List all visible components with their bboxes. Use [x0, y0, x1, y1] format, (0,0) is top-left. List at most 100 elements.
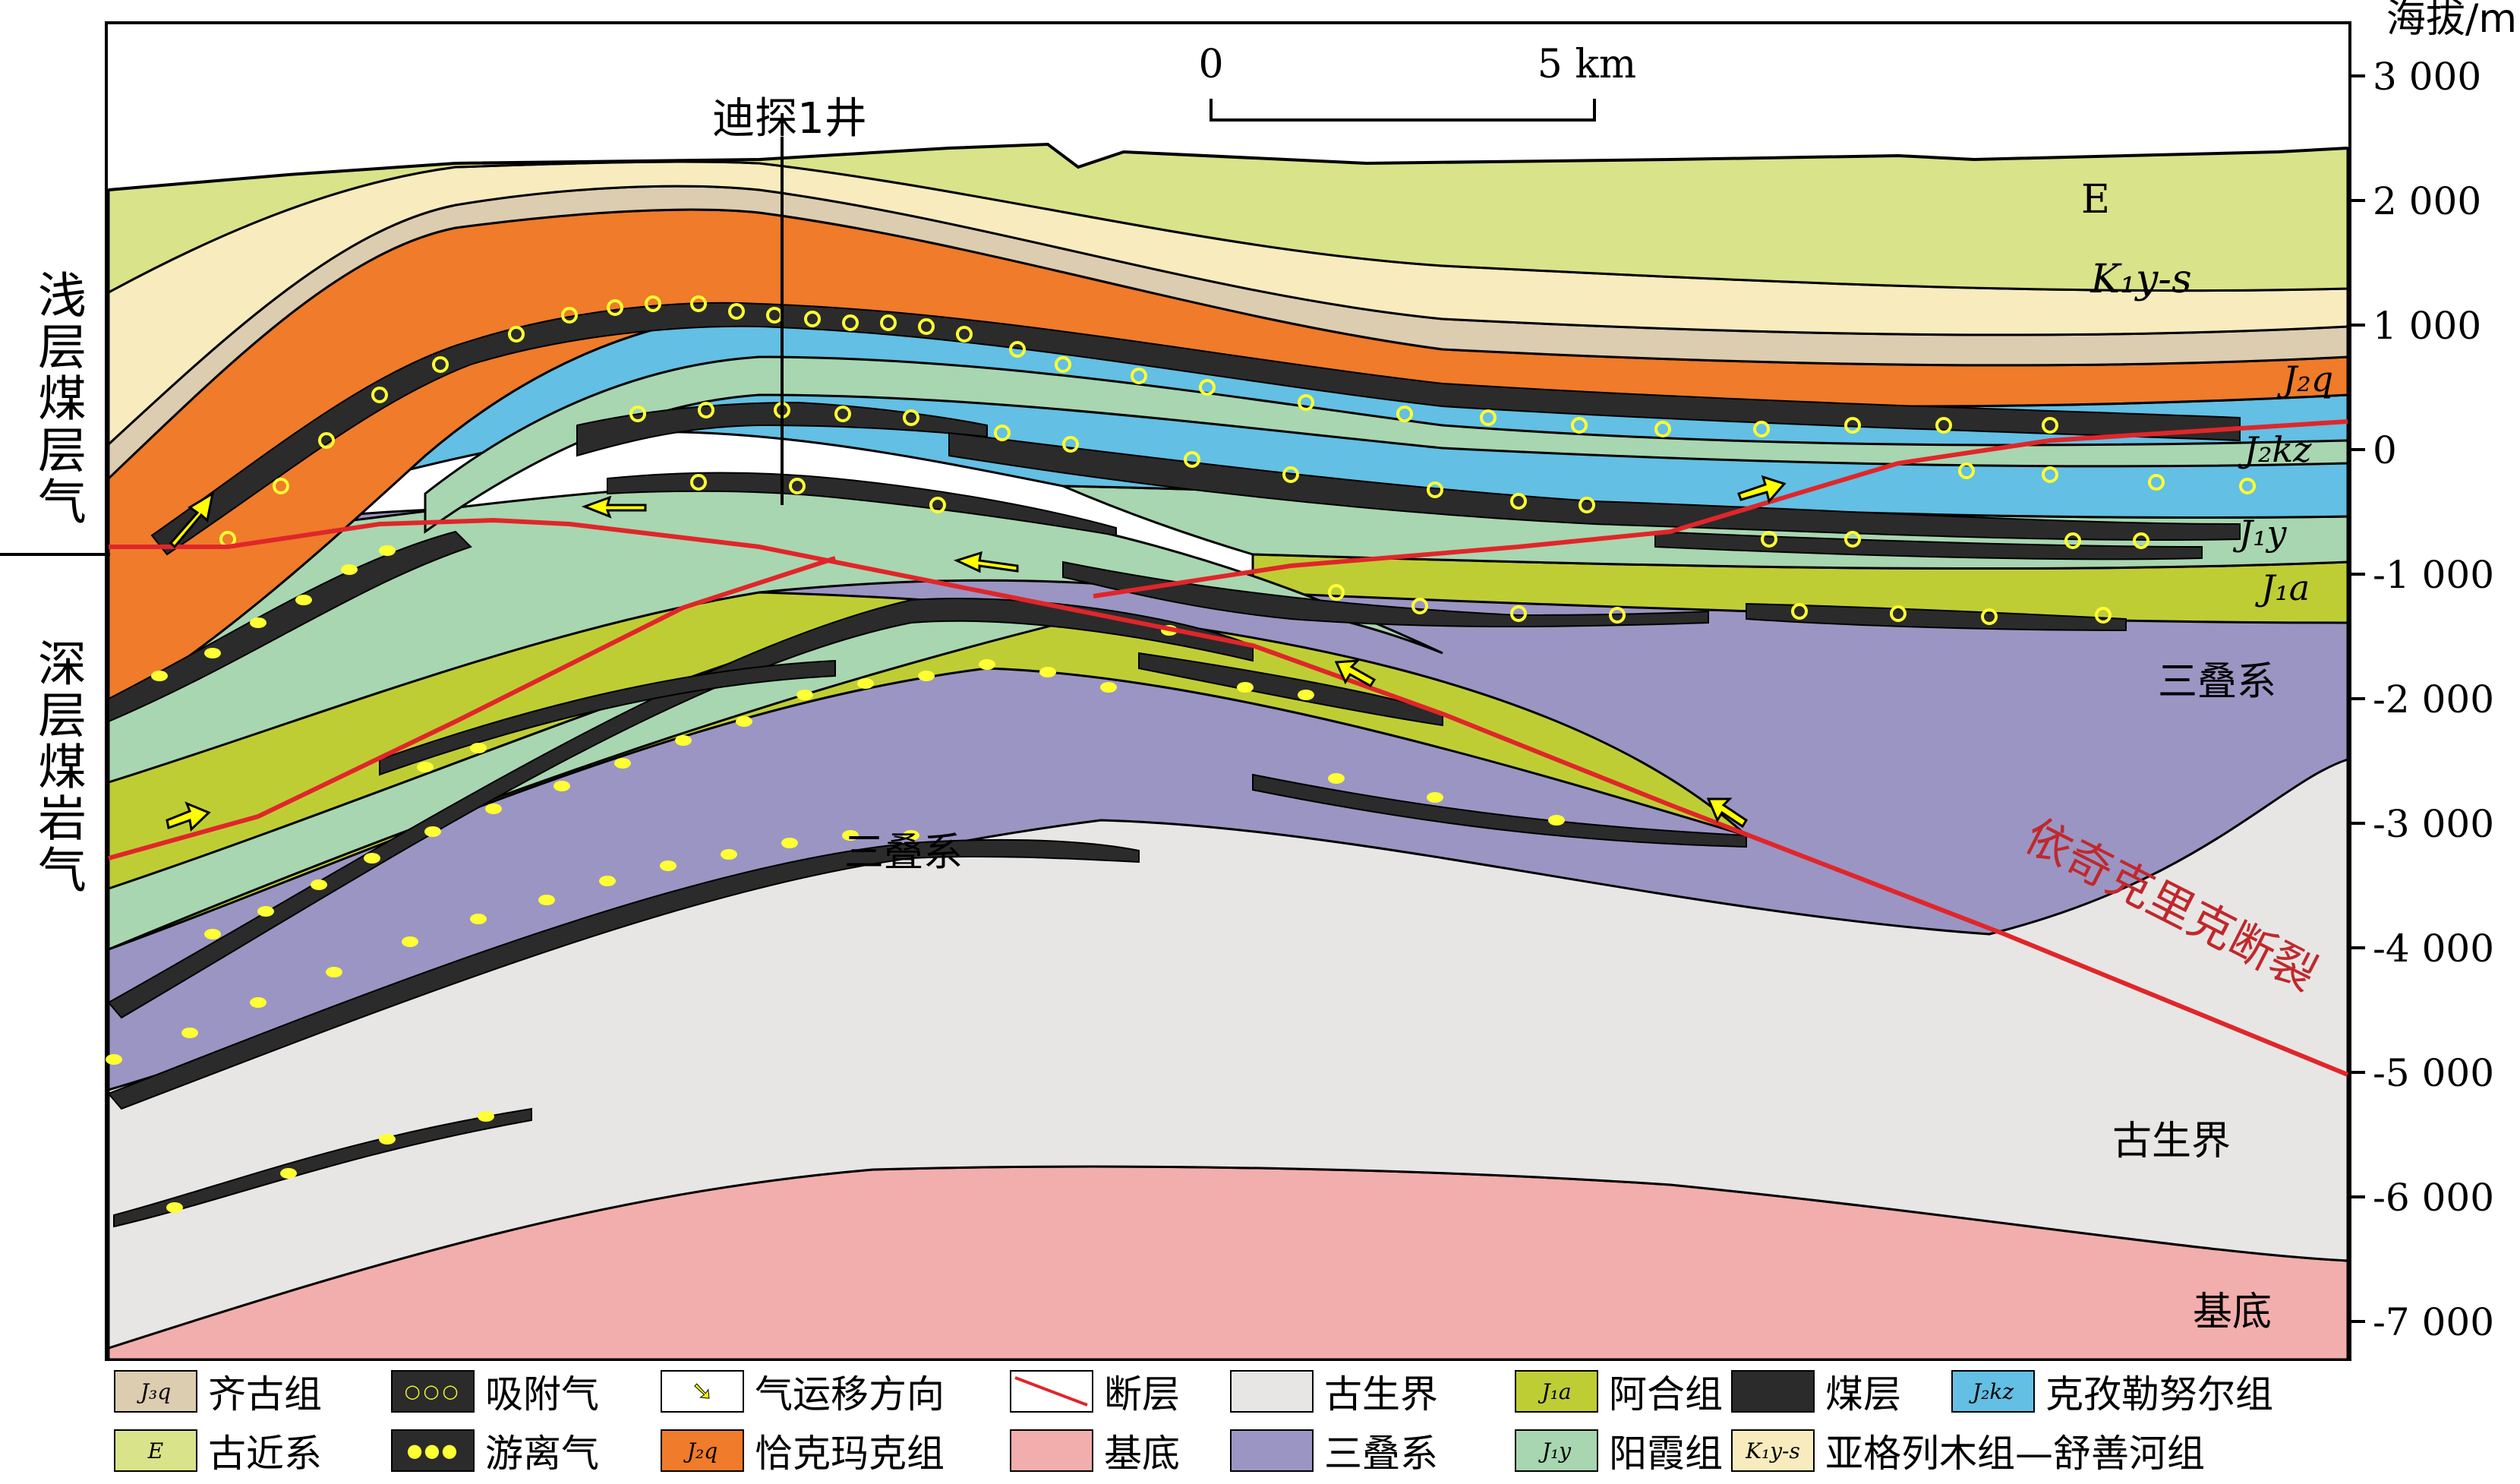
label-deep-coal-gas: 深层煤岩气	[30, 638, 86, 896]
legend-swatch: J₁y	[1515, 1429, 1598, 1472]
elevation-axis: 海拔/m 3 000 2 000 1 000 0 -1 000 -2 000 -3 000 -…	[2348, 0, 2517, 1359]
legend-swatch: ○○○	[391, 1370, 475, 1413]
legend-label: 气运移方向	[755, 1372, 945, 1416]
legend-swatch: J₂kz	[1951, 1370, 2035, 1413]
migration-arrows	[166, 475, 1787, 832]
legend-label: 阿合组	[1609, 1372, 1723, 1416]
coal-seam	[379, 659, 836, 776]
legend-label: 齐古组	[208, 1372, 322, 1416]
axis-title: 海拔/m	[2386, 0, 2517, 42]
legend-item: K₁y-s 亚格列木组—舒善河组	[1731, 1423, 2205, 1478]
axis-tick-label: -6 000	[2373, 1176, 2494, 1220]
axis-tick-label: 0	[2373, 428, 2397, 472]
coal-seam	[113, 1107, 532, 1228]
arrow	[1334, 659, 1377, 688]
legend-swatch: ●●●	[391, 1429, 475, 1472]
layer-J1y-upper	[424, 355, 2349, 534]
label-J1y: J₁y	[2233, 513, 2288, 554]
legend-label: 恰克玛克组	[755, 1432, 945, 1476]
legend-label: 断层	[1104, 1372, 1180, 1416]
legend-label: 煤层	[1825, 1372, 1901, 1416]
legend: J₃q 齐古组 ○○○ 吸附气 ➘ 气运移方向 断层 古生界 J₁a 阿合组 煤层 J₂kz 克孜勒努尔…	[114, 1364, 2513, 1478]
fault-main	[109, 517, 2349, 1077]
legend-item: J₂q 恰克玛克组	[661, 1423, 945, 1478]
arrow	[1706, 797, 1749, 829]
arrow	[953, 551, 1019, 573]
scale-end: 5 km	[1538, 42, 1636, 87]
legend-item: 三叠系	[1230, 1423, 1438, 1478]
legend-label: 三叠系	[1324, 1432, 1438, 1476]
legend-item: 古生界	[1230, 1364, 1438, 1419]
label-shallow-cbm: 浅层煤层气	[30, 270, 86, 528]
legend-label: 古生界	[1324, 1372, 1438, 1416]
label-J2q: J₂q	[2277, 358, 2333, 399]
free-gas-markers	[106, 545, 1565, 1213]
axis-tick-label: -2 000	[2373, 677, 2494, 721]
label-triassic-right: 三叠系	[2158, 659, 2276, 705]
coal-seam	[1138, 652, 1443, 727]
legend-swatch	[1230, 1429, 1314, 1472]
axis-tick-label: -4 000	[2373, 927, 2494, 971]
topography-line	[108, 142, 2348, 191]
legend-item: J₁y 阳霞组	[1515, 1423, 1723, 1478]
coal-seam	[107, 838, 1140, 1110]
label-paleozoic: 古生界	[2112, 1119, 2231, 1164]
legend-label: 古近系	[208, 1432, 322, 1476]
legend-item: ●●● 游离气	[391, 1423, 599, 1478]
coal-seams	[107, 302, 2241, 1228]
label-basement: 基底	[2193, 1290, 2272, 1335]
coal-seam	[107, 598, 1254, 1019]
coal-seam	[1654, 530, 2203, 560]
axis-tick-label: -1 000	[2373, 553, 2494, 597]
coal-seam	[607, 472, 1117, 537]
legend-label: 克孜勒努尔组	[2045, 1372, 2273, 1416]
legend-label: 基底	[1104, 1432, 1180, 1476]
legend-swatch	[1230, 1370, 1314, 1413]
legend-swatch: J₂q	[661, 1429, 744, 1472]
axis-tick-label: 3 000	[2373, 55, 2481, 99]
coal-seam	[576, 401, 988, 457]
axis-tick-label: 1 000	[2373, 304, 2481, 348]
legend-label: 亚格列木组—舒善河组	[1825, 1432, 2205, 1476]
well-label: 迪探1井	[712, 94, 867, 144]
label-triassic-center: 三叠系	[844, 830, 963, 876]
legend-item: ○○○ 吸附气	[391, 1364, 599, 1419]
axis-tick-label: -5 000	[2373, 1051, 2494, 1095]
coal-seam	[948, 431, 2241, 541]
label-K1ys: K₁y-s	[2089, 257, 2191, 302]
arrow	[169, 491, 215, 549]
axis-tick-label: -3 000	[2373, 802, 2494, 846]
legend-swatch	[1010, 1370, 1093, 1413]
arrow	[581, 495, 647, 519]
coal-seam	[108, 530, 472, 723]
legend-swatch: J₃q	[114, 1370, 197, 1413]
fault-thrust	[108, 556, 836, 860]
legend-item: 断层	[1010, 1364, 1180, 1419]
axis-tick-label: 2 000	[2373, 179, 2481, 223]
label-J1a: J₁a	[2255, 567, 2310, 608]
layer-E	[107, 143, 2349, 295]
legend-swatch: J₁a	[1515, 1370, 1598, 1413]
coal-seam	[1252, 773, 1747, 848]
legend-item: J₁a 阿合组	[1515, 1364, 1723, 1419]
legend-label: 游离气	[485, 1432, 599, 1476]
legend-label: 吸附气	[485, 1372, 599, 1416]
legend-item: ➘ 气运移方向	[661, 1364, 945, 1419]
axis-tick-label: -7 000	[2373, 1300, 2494, 1344]
adsorbed-gas-markers	[219, 295, 2256, 625]
label-E: E	[2081, 177, 2110, 223]
layer-J1y	[107, 485, 1443, 785]
legend-item: 煤层	[1731, 1364, 1901, 1419]
arrow	[1737, 475, 1787, 504]
legend-item: J₃q 齐古组	[114, 1364, 322, 1419]
legend-swatch	[1731, 1370, 1815, 1413]
scale-start: 0	[1198, 42, 1223, 87]
legend-label: 阳霞组	[1609, 1432, 1723, 1476]
faults	[108, 419, 2349, 1077]
fault-right	[1093, 419, 2348, 598]
legend-item: E 古近系	[114, 1423, 322, 1478]
legend-swatch: ➘	[661, 1370, 744, 1413]
legend-item: J₂kz 克孜勒努尔组	[1951, 1364, 2273, 1419]
coal-seam	[1062, 560, 1709, 627]
